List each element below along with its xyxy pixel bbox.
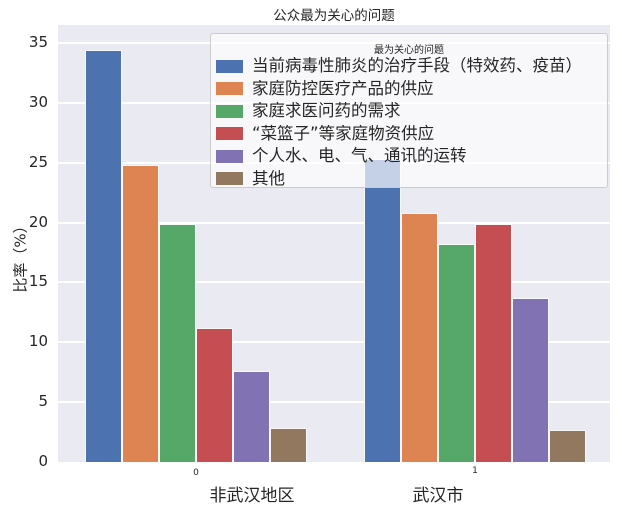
x-tick-label-1: 1 bbox=[472, 466, 478, 476]
bar-非武汉地区-series2 bbox=[159, 224, 196, 462]
gridline-5 bbox=[58, 401, 610, 404]
bar-非武汉地区-series3 bbox=[196, 328, 233, 462]
x-category-label-0: 非武汉地区 bbox=[209, 486, 295, 506]
legend-item-1: 家庭防控医疗产品的供应 bbox=[216, 78, 434, 100]
y-tick-label-10: 10 bbox=[28, 332, 48, 351]
legend-item-0: 当前病毒性肺炎的治疗手段（特效药、疫苗） bbox=[216, 55, 582, 77]
bar-非武汉地区-series5 bbox=[270, 428, 307, 462]
legend-item-label: “菜篮子”等家庭物资供应 bbox=[252, 123, 435, 143]
bar-非武汉地区-series4 bbox=[233, 371, 270, 462]
legend-item-label: 个人水、电、气、通讯的运转 bbox=[252, 146, 467, 165]
y-axis-label: 比率（%） bbox=[11, 218, 30, 293]
legend-item-label: 家庭求医问药的需求 bbox=[252, 101, 401, 120]
x-category-label-1: 武汉市 bbox=[412, 486, 464, 506]
bar-武汉市-series2 bbox=[438, 244, 475, 462]
bar-非武汉地区-series0 bbox=[85, 50, 122, 462]
x-tick-label-0: 0 bbox=[193, 468, 199, 478]
chart-title: 公众最为关心的问题 bbox=[273, 8, 395, 24]
legend-swatch-icon bbox=[216, 149, 243, 163]
legend-item-label: 其他 bbox=[252, 168, 285, 188]
gridline-10 bbox=[58, 341, 610, 344]
legend: 最为关心的问题 当前病毒性肺炎的治疗手段（特效药、疫苗） 家庭防控医疗产品的供应家… bbox=[210, 33, 608, 188]
legend-item-label: 家庭防控医疗产品的供应 bbox=[252, 78, 434, 98]
bar-武汉市-series1 bbox=[401, 213, 438, 462]
legend-swatch-icon bbox=[216, 172, 243, 185]
y-tick-label-35: 35 bbox=[28, 32, 48, 51]
y-tick-label-20: 20 bbox=[28, 212, 48, 231]
legend-item-label: 当前病毒性肺炎的治疗手段（特效药、疫苗） bbox=[252, 56, 582, 75]
y-tick-label-25: 25 bbox=[28, 152, 48, 171]
legend-swatch-icon bbox=[216, 104, 243, 118]
bar-武汉市-series3 bbox=[475, 224, 512, 462]
legend-swatch-icon bbox=[216, 59, 243, 73]
legend-item-4: 个人水、电、气、通讯的运转 bbox=[216, 145, 467, 167]
bar-武汉市-series0 bbox=[364, 159, 401, 462]
legend-swatch-icon bbox=[216, 127, 243, 140]
bar-武汉市-series4 bbox=[512, 298, 549, 462]
bar-武汉市-series5 bbox=[549, 430, 586, 462]
legend-item-2: 家庭求医问药的需求 bbox=[216, 100, 401, 122]
legend-item-5: 其他 bbox=[216, 168, 285, 190]
y-tick-label-0: 0 bbox=[38, 452, 48, 470]
legend-title: 最为关心的问题 bbox=[374, 45, 444, 56]
gridline-20 bbox=[58, 221, 610, 224]
gridline-15 bbox=[58, 281, 610, 284]
y-tick-label-5: 5 bbox=[38, 392, 48, 411]
legend-swatch-icon bbox=[216, 82, 243, 95]
y-tick-label-15: 15 bbox=[28, 272, 48, 291]
bar-非武汉地区-series1 bbox=[122, 165, 159, 462]
y-tick-label-30: 30 bbox=[28, 92, 48, 111]
legend-item-3: “菜篮子”等家庭物资供应 bbox=[216, 123, 434, 145]
